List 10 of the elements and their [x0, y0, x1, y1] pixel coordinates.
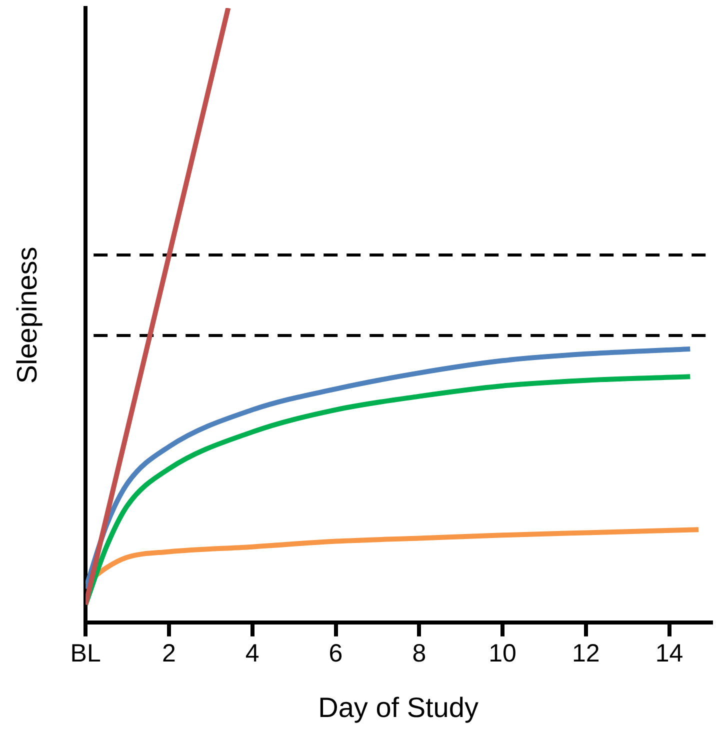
x-tick-label: 14: [655, 639, 684, 668]
y-axis-title: Sleepiness: [12, 246, 43, 384]
x-axis-title: Day of Study: [318, 692, 478, 723]
x-tick-label: 4: [245, 639, 260, 668]
x-tick-label: 10: [488, 639, 516, 668]
x-tick-label: BL: [70, 639, 101, 668]
x-tick-label: 2: [162, 639, 176, 668]
x-tick-label: 12: [572, 639, 600, 668]
x-tick-label: 6: [328, 639, 343, 668]
x-tick-label: 8: [412, 639, 426, 668]
